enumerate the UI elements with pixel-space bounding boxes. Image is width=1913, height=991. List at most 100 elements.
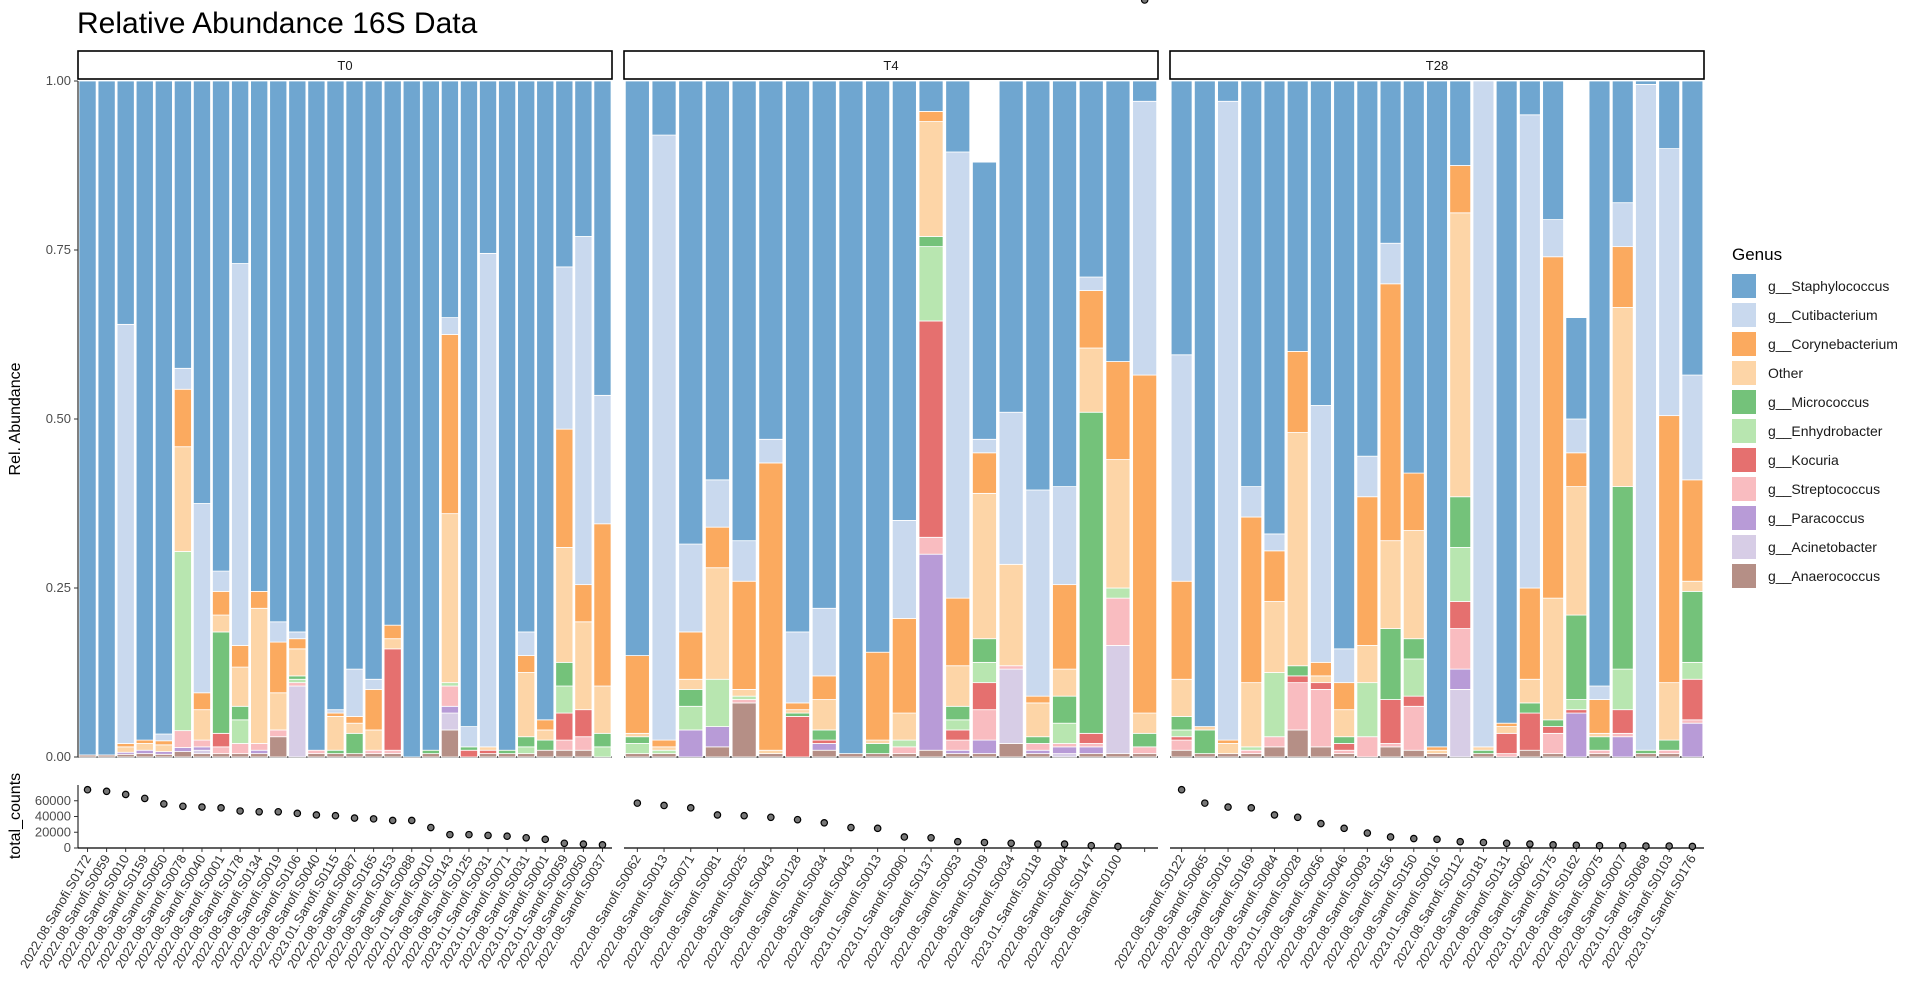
bar-segment-T4-16-g__Cutibacterium — [1052, 486, 1077, 586]
bar-segment-T0-4-g__Staphylococcus — [154, 80, 173, 735]
bar-segment-T4-9-g__Anaerococcus — [865, 753, 891, 758]
bar-segment-T28-16-g__Staphylococcus — [1542, 80, 1564, 220]
bar-segment-T4-6-g__Kocuria — [785, 716, 810, 758]
bar-segment-T0-4-g__Paracoccus — [154, 751, 173, 755]
bar-segment-T0-16-Other — [383, 638, 402, 650]
bar-segment-T0-16-g__Corynebacterium — [383, 624, 402, 640]
bar-segment-T4-0-g__Micrococcus — [624, 736, 650, 744]
bar-segment-T28-16-Other — [1542, 597, 1564, 721]
bar-segment-T0-8-g__Enhydrobacter — [231, 719, 250, 744]
bar-segment-T0-16-g__Staphylococcus — [383, 80, 402, 626]
count-point-T4-3 — [713, 811, 722, 819]
bar-segment-T4-9-g__Corynebacterium — [865, 651, 891, 741]
count-point-T28-19 — [1618, 841, 1627, 850]
count-point-T4-2 — [686, 804, 695, 812]
bar-segment-T4-10-g__Cutibacterium — [891, 520, 917, 619]
bar-segment-T0-10-g__Anaerococcus — [269, 736, 288, 758]
bar-segment-T4-7-g__Cutibacterium — [811, 607, 837, 677]
bar-segment-T0-17-g__Staphylococcus — [402, 80, 421, 758]
bar-segment-T28-6-g__Corynebacterium — [1310, 661, 1332, 677]
facet-strip-label-T4: T4 — [883, 58, 898, 73]
bar-segment-T0-6-g__Anaerococcus — [192, 753, 211, 758]
bar-segment-T4-2-g__Paracoccus — [678, 729, 704, 758]
counts-y-tick-label-2: 40000 — [35, 809, 71, 824]
bar-segment-T28-17-g__Staphylococcus — [1565, 317, 1588, 420]
bar-segment-T4-9-g__Micrococcus — [865, 743, 891, 755]
bar-segment-T4-15-g__Corynebacterium — [1025, 695, 1051, 704]
bar-segment-T0-21-g__Anaerococcus — [479, 753, 498, 758]
bar-segment-T4-16-g__Enhydrobacter — [1052, 722, 1077, 744]
bar-segment-T0-25-g__Anaerococcus — [555, 749, 574, 758]
bar-segment-T28-16-g__Kocuria — [1542, 726, 1564, 734]
count-point-T28-15 — [1526, 840, 1534, 848]
bar-segment-T0-2-g__Cutibacterium — [116, 323, 135, 744]
count-point-T28-22 — [1688, 842, 1697, 851]
bar-segment-T4-7-g__Anaerococcus — [811, 749, 837, 758]
bar-segment-T28-4-g__Cutibacterium — [1263, 533, 1286, 552]
bar-segment-T28-7-g__Staphylococcus — [1333, 80, 1355, 650]
bar-segment-T0-19-g__Paracoccus — [440, 705, 459, 714]
count-point-T0-26 — [579, 840, 588, 848]
count-point-T0-12 — [312, 811, 321, 819]
bar-segment-T4-9-g__Staphylococcus — [865, 80, 891, 653]
bar-segment-T28-12-g__Enhydrobacter — [1449, 547, 1472, 602]
bar-segment-T0-4-g__Anaerococcus — [154, 753, 173, 758]
bar-segment-T28-10-g__Streptococcus — [1402, 705, 1425, 751]
bar-segment-T0-5-g__Corynebacterium — [173, 388, 192, 448]
count-point-T4-5 — [767, 813, 775, 822]
bar-segment-T0-9-g__Streptococcus — [250, 743, 269, 751]
bar-segment-T28-13-Other — [1472, 746, 1495, 751]
bar-segment-T0-5-g__Paracoccus — [173, 747, 192, 752]
count-point-T0-14 — [350, 814, 359, 822]
bar-segment-T28-0-g__Corynebacterium — [1170, 580, 1193, 680]
bar-segment-T4-17-g__Micrococcus — [1078, 411, 1104, 734]
bar-segment-T28-0-g__Enhydrobacter — [1170, 729, 1193, 738]
bar-segment-T0-21-g__Kocuria — [479, 749, 498, 755]
bar-segment-T4-17-g__Kocuria — [1078, 732, 1104, 744]
bar-segment-T0-19-g__Corynebacterium — [440, 334, 459, 515]
bar-segment-T0-2-Other — [116, 746, 135, 753]
bar-segment-T28-8-g__Staphylococcus — [1356, 80, 1379, 457]
bar-segment-T4-19-g__Cutibacterium — [1132, 100, 1158, 376]
bar-segment-T4-14-g__Acinetobacter — [998, 668, 1024, 744]
bar-segment-T28-12-g__Micrococcus — [1449, 496, 1472, 548]
bar-segment-T28-0-g__Cutibacterium — [1170, 354, 1193, 582]
bar-segment-T0-6-g__Acinetobacter — [192, 749, 211, 755]
bar-segment-T4-16-g__Staphylococcus — [1052, 80, 1077, 488]
bar-segment-T0-6-g__Corynebacterium — [192, 692, 211, 711]
bar-segment-T28-3-g__Anaerococcus — [1240, 753, 1263, 758]
bar-segment-T28-17-g__Paracoccus — [1565, 712, 1588, 758]
bar-segment-T0-15-g__Streptococcus — [364, 749, 383, 755]
bar-segment-T0-3-g__Staphylococcus — [135, 80, 154, 741]
bar-segment-T28-12-g__Streptococcus — [1449, 628, 1472, 670]
bar-segment-T0-18-g__Staphylococcus — [421, 80, 440, 751]
bar-segment-T28-21-g__Streptococcus — [1658, 749, 1681, 755]
bar-segment-T28-7-g__Corynebacterium — [1333, 682, 1355, 711]
bar-segment-T28-15-g__Anaerococcus — [1519, 749, 1541, 758]
bar-segment-T4-16-g__Paracoccus — [1052, 746, 1077, 755]
bar-segment-T28-12-g__Staphylococcus — [1449, 80, 1472, 166]
bar-segment-T28-5-g__Streptococcus — [1286, 682, 1309, 731]
bar-segment-T28-6-Other — [1310, 675, 1332, 684]
bar-segment-T28-21-g__Micrococcus — [1658, 739, 1681, 751]
bar-segment-T0-25-g__Staphylococcus — [555, 80, 574, 268]
bar-segment-T28-20-g__Staphylococcus — [1635, 80, 1657, 85]
bar-segment-T4-13-g__Anaerococcus — [972, 753, 997, 758]
bar-segment-T28-7-Other — [1333, 709, 1355, 738]
bar-segment-T4-15-g__Paracoccus — [1025, 749, 1051, 755]
bar-segment-T28-13-g__Cutibacterium — [1472, 80, 1495, 748]
bar-segment-T0-10-Other — [269, 692, 288, 731]
bar-segment-T4-5-Other — [758, 749, 784, 755]
count-point-T0-13 — [331, 811, 340, 820]
bar-segment-T28-3-g__Streptococcus — [1240, 749, 1263, 755]
bar-segment-T4-14-g__Cutibacterium — [998, 411, 1024, 565]
bar-segment-T0-27-g__Micrococcus — [593, 732, 612, 748]
bar-segment-T4-17-g__Corynebacterium — [1078, 290, 1104, 349]
bar-segment-T0-22-g__Anaerococcus — [498, 753, 517, 758]
bar-segment-T28-13-g__Anaerococcus — [1472, 753, 1495, 758]
bar-segment-T4-15-Other — [1025, 702, 1051, 738]
bar-segment-T28-19-g__Micrococcus — [1611, 486, 1634, 670]
bar-segment-T4-15-g__Anaerococcus — [1025, 753, 1051, 758]
legend-swatch-g__Anaerococcus — [1732, 564, 1756, 588]
bar-segment-T28-12-g__Corynebacterium — [1449, 165, 1472, 214]
